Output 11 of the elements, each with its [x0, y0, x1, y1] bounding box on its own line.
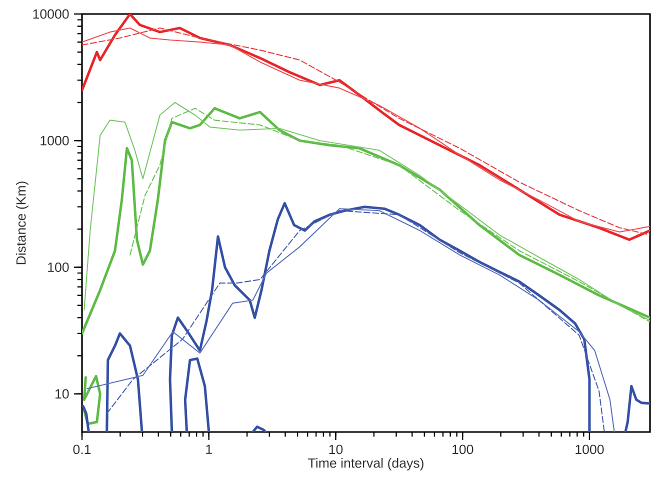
x-tick-label: 10: [329, 444, 343, 454]
y-tick-label: 100: [48, 262, 69, 272]
y-tick-label: 10: [56, 389, 69, 399]
y-tick-label: 10000: [33, 9, 69, 19]
x-tick-label: 1000: [576, 444, 604, 454]
x-tick-label: 100: [452, 444, 474, 454]
x-tick-label: 0.1: [73, 444, 91, 454]
x-axis-title: Time interval (days): [308, 458, 424, 470]
y-axis-title: Distance (Km): [16, 182, 28, 264]
y-tick-label: 1000: [40, 136, 69, 146]
x-tick-label: 1: [206, 444, 212, 454]
